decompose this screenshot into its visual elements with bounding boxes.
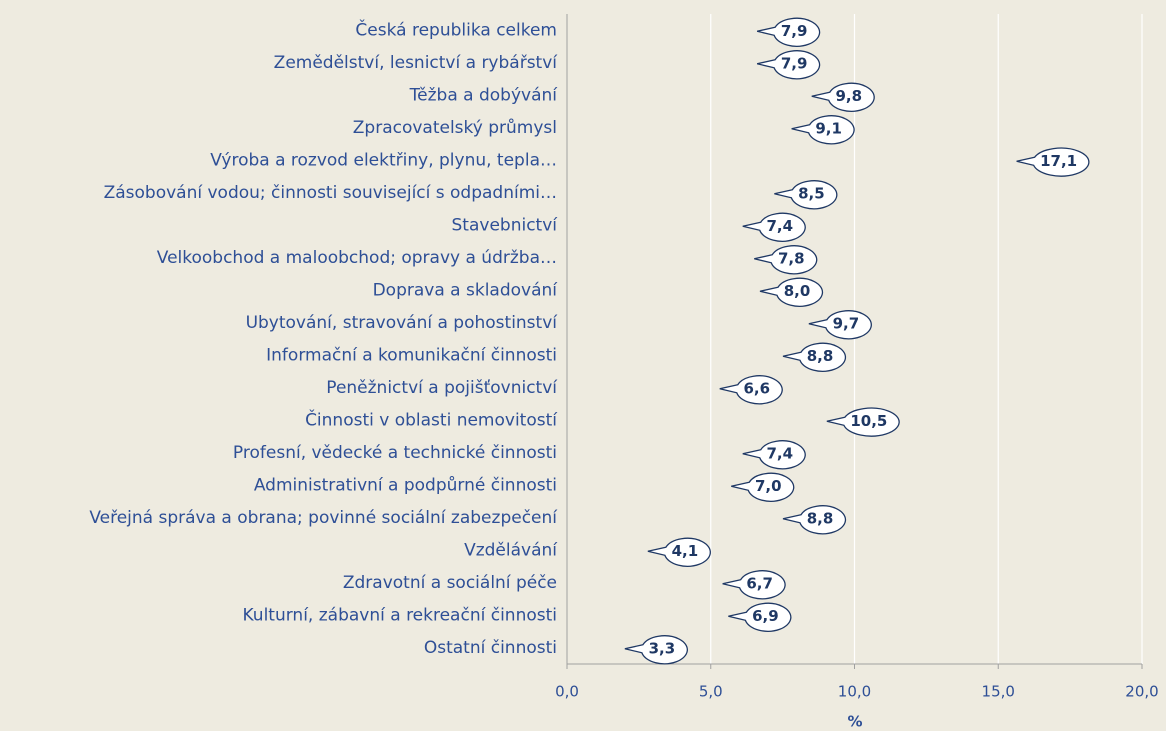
callout <box>719 375 783 405</box>
y-tick-label: Výroba a rozvod elektřiny, plynu, tepla… <box>210 150 557 170</box>
x-tick-label: 15,0 <box>982 683 1015 701</box>
y-tick-label: Vzdělávání <box>464 540 558 560</box>
y-tick-label: Činnosti v oblasti nemovitostí <box>305 408 558 430</box>
callout <box>826 407 900 437</box>
callout <box>782 505 847 535</box>
callout <box>782 342 847 372</box>
value-label: 7,4 <box>766 217 793 235</box>
callout <box>731 472 795 502</box>
callout <box>756 17 821 47</box>
value-label: 8,8 <box>807 509 834 527</box>
x-tick-label: 5,0 <box>699 683 723 701</box>
y-tick-label: Stavebnictví <box>452 215 559 235</box>
value-label: 7,9 <box>781 54 808 72</box>
value-label: 6,9 <box>752 607 779 625</box>
callout <box>728 602 792 632</box>
y-tick-label: Doprava a skladování <box>373 280 559 300</box>
callout <box>791 115 855 145</box>
callout <box>647 537 711 567</box>
callout <box>774 180 838 210</box>
y-tick-label: Zásobování vodou; činnosti související s… <box>104 183 557 203</box>
callout <box>759 277 824 307</box>
value-label: 17,1 <box>1040 152 1077 170</box>
callout <box>756 50 821 80</box>
callout <box>742 212 806 242</box>
y-tick-label: Peněžnictví a pojišťovnictví <box>326 378 558 398</box>
callout <box>722 570 786 600</box>
x-tick-label: 10,0 <box>838 683 871 701</box>
y-tick-label: Profesní, vědecké a technické činnosti <box>233 443 557 463</box>
callout <box>1016 147 1090 177</box>
callout <box>624 635 688 665</box>
value-label: 8,5 <box>798 184 825 202</box>
y-tick-label: Zdravotní a sociální péče <box>343 573 557 593</box>
callout <box>754 245 818 275</box>
value-label: 4,1 <box>672 542 699 560</box>
value-label: 7,4 <box>766 444 793 462</box>
value-label: 9,1 <box>815 119 842 137</box>
value-label: 9,7 <box>833 314 860 332</box>
x-tick-label: 20,0 <box>1125 683 1158 701</box>
y-tick-label: Kulturní, zábavní a rekreační činnosti <box>243 605 558 625</box>
y-tick-label: Veřejná správa a obrana; povinné sociáln… <box>89 508 558 528</box>
y-tick-label: Česká republika celkem <box>355 18 557 40</box>
x-axis-label: % <box>847 713 862 731</box>
callout <box>811 82 875 112</box>
y-tick-label: Informační a komunikační činnosti <box>266 345 557 365</box>
value-label: 9,8 <box>835 87 862 105</box>
value-label: 10,5 <box>850 412 887 430</box>
value-label: 3,3 <box>649 639 676 657</box>
y-tick-label: Ubytování, stravování a pohostinství <box>246 313 559 333</box>
value-label: 8,0 <box>784 282 811 300</box>
value-label: 8,8 <box>807 347 834 365</box>
callout <box>742 440 806 470</box>
y-tick-label: Zemědělství, lesnictví a rybářství <box>274 53 559 73</box>
value-label: 6,7 <box>746 574 773 592</box>
value-label: 7,9 <box>781 22 808 40</box>
y-tick-label: Velkoobchod a maloobchod; opravy a údržb… <box>157 248 557 268</box>
callout <box>808 310 872 340</box>
y-tick-label: Ostatní činnosti <box>424 638 557 658</box>
value-label: 7,8 <box>778 249 805 267</box>
value-label: 6,6 <box>743 379 770 397</box>
y-tick-label: Administrativní a podpůrné činnosti <box>254 475 557 495</box>
value-label: 7,0 <box>755 477 782 495</box>
y-tick-label: Těžba a dobývání <box>409 85 559 105</box>
y-tick-label: Zpracovatelský průmysl <box>353 118 557 138</box>
x-tick-label: 0,0 <box>555 683 579 701</box>
